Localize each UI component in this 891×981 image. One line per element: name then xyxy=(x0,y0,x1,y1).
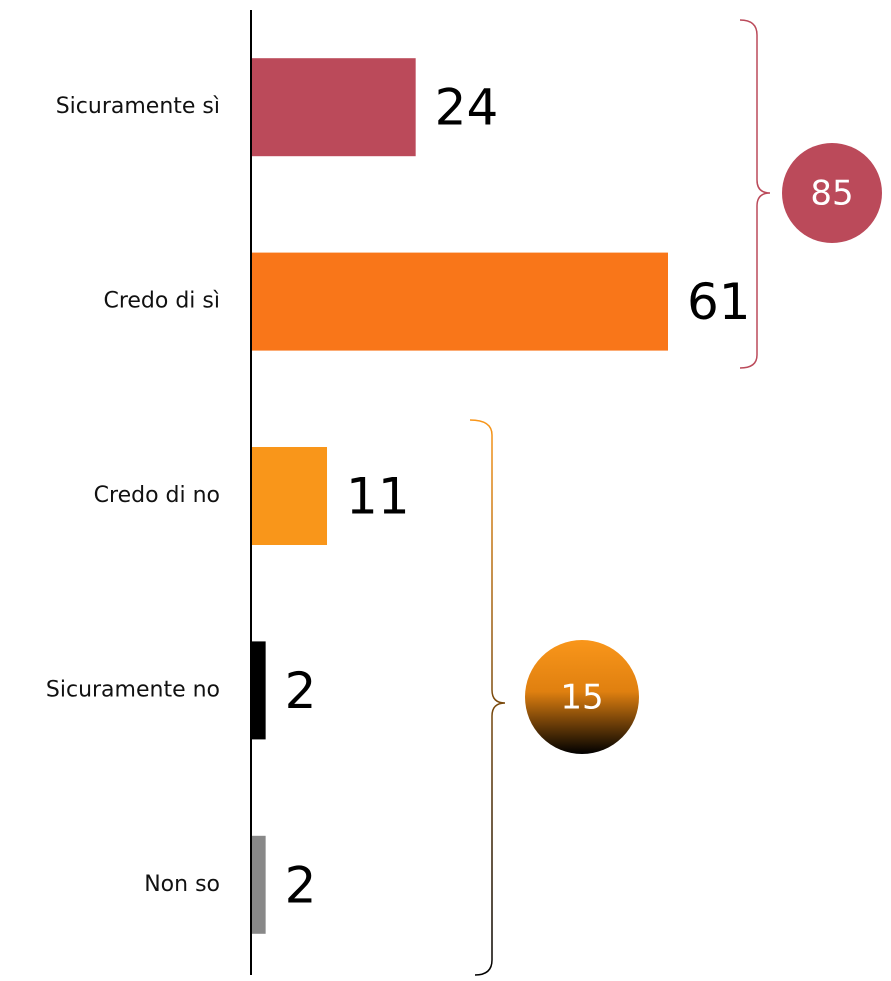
category-label: Credo di sì xyxy=(103,289,220,314)
bar xyxy=(252,641,266,740)
bracket xyxy=(469,419,506,976)
category-label: Sicuramente no xyxy=(46,677,220,702)
bar xyxy=(252,447,328,545)
category-label: Non so xyxy=(144,872,220,897)
bubble-label: 85 xyxy=(810,174,853,214)
bar xyxy=(252,835,266,934)
category-label: Credo di no xyxy=(94,483,220,508)
value-label: 2 xyxy=(285,856,317,914)
value-label: 11 xyxy=(346,468,410,526)
bubble xyxy=(782,143,882,243)
bubble-label: 15 xyxy=(560,678,603,718)
bar xyxy=(252,252,668,351)
value-label: 2 xyxy=(285,662,317,720)
category-label: Sicuramente sì xyxy=(56,94,220,119)
bracket xyxy=(739,19,771,369)
value-label: 24 xyxy=(435,79,499,137)
value-label: 61 xyxy=(687,273,751,331)
bar xyxy=(252,58,416,157)
bubble xyxy=(525,640,639,754)
